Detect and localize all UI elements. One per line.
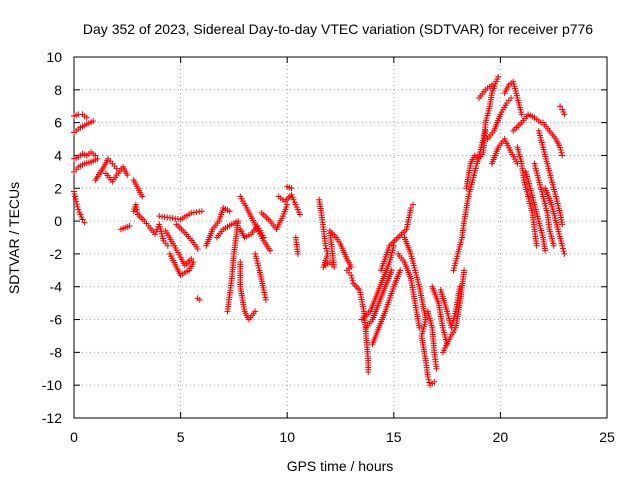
data-point <box>90 117 97 124</box>
data-point <box>488 81 495 88</box>
data-point <box>533 242 540 249</box>
x-tick-label: 10 <box>279 429 295 445</box>
data-point <box>560 248 567 255</box>
data-point <box>126 223 133 230</box>
data-point <box>557 144 564 151</box>
data-point <box>557 103 564 110</box>
data-point <box>124 172 131 179</box>
data-point <box>388 267 395 274</box>
x-axis-label: GPS time / hours <box>287 458 394 474</box>
data-point <box>73 201 80 208</box>
data-point <box>518 111 525 118</box>
grid <box>74 57 607 418</box>
data-point <box>164 242 171 249</box>
data-point <box>188 255 195 262</box>
x-tick-label: 20 <box>493 429 509 445</box>
data-point <box>79 216 86 223</box>
data-point <box>139 193 146 200</box>
data-point <box>557 146 564 153</box>
data-point <box>349 277 356 284</box>
data-point <box>294 250 301 257</box>
data-point <box>196 296 203 303</box>
data-point <box>83 114 90 121</box>
data-point <box>431 378 438 385</box>
x-tick-label: 25 <box>599 429 615 445</box>
y-tick-label: -6 <box>50 312 63 328</box>
data-point <box>198 208 205 215</box>
plot-frame <box>73 56 608 419</box>
data-point <box>190 259 197 266</box>
chart-title: Day 352 of 2023, Sidereal Day-to-day VTE… <box>83 21 593 37</box>
data-point <box>542 247 549 254</box>
data-point <box>407 204 414 211</box>
data-point <box>267 247 274 254</box>
data-point <box>559 242 566 249</box>
data-point <box>252 308 259 315</box>
data-point <box>73 198 80 205</box>
data-point <box>262 296 269 303</box>
data-points <box>71 73 568 389</box>
data-point <box>348 274 355 281</box>
y-axis-label: SDTVAR / TECUs <box>6 182 22 294</box>
data-point <box>559 245 566 252</box>
data-point <box>348 272 355 279</box>
data-point <box>424 373 431 380</box>
data-point <box>284 201 291 208</box>
data-point <box>508 95 515 102</box>
y-tick-label: 10 <box>46 49 62 65</box>
data-point <box>296 211 303 218</box>
y-tick-label: -12 <box>42 410 62 426</box>
data-point <box>397 267 404 274</box>
y-tick-label: 8 <box>54 82 62 98</box>
y-tick-label: 4 <box>54 147 62 163</box>
data-point <box>558 149 565 156</box>
x-tick-label: 15 <box>386 429 402 445</box>
data-point <box>365 369 372 376</box>
y-tick-label: 2 <box>54 180 62 196</box>
data-point <box>461 267 468 274</box>
data-point <box>559 221 566 228</box>
axis-ticks: 0 5 10 15 20 25 -12 -10 -8 -6 -4 -2 0 2 4 6 8 10 <box>42 49 615 445</box>
data-point <box>550 242 557 249</box>
data-point <box>323 245 330 252</box>
data-point <box>409 201 416 208</box>
data-point <box>81 219 88 226</box>
data-point <box>425 376 432 383</box>
data-point <box>433 365 440 372</box>
data-point <box>74 203 81 210</box>
y-tick-label: -2 <box>50 246 63 262</box>
data-point <box>426 379 433 386</box>
data-point <box>322 242 329 249</box>
data-point <box>561 111 568 118</box>
y-tick-label: 0 <box>54 213 62 229</box>
y-tick-label: -8 <box>50 344 63 360</box>
data-point <box>416 324 423 331</box>
data-point <box>561 250 568 257</box>
data-point <box>94 155 101 162</box>
data-point <box>495 73 502 80</box>
data-point <box>288 185 295 192</box>
data-point <box>226 208 233 215</box>
data-point <box>559 152 566 159</box>
data-point <box>224 308 231 315</box>
data-point <box>194 245 201 252</box>
x-tick-label: 5 <box>177 429 185 445</box>
y-tick-label: -10 <box>42 377 62 393</box>
x-tick-label: 0 <box>70 429 78 445</box>
y-tick-label: 6 <box>54 115 62 131</box>
y-tick-label: -4 <box>50 279 63 295</box>
